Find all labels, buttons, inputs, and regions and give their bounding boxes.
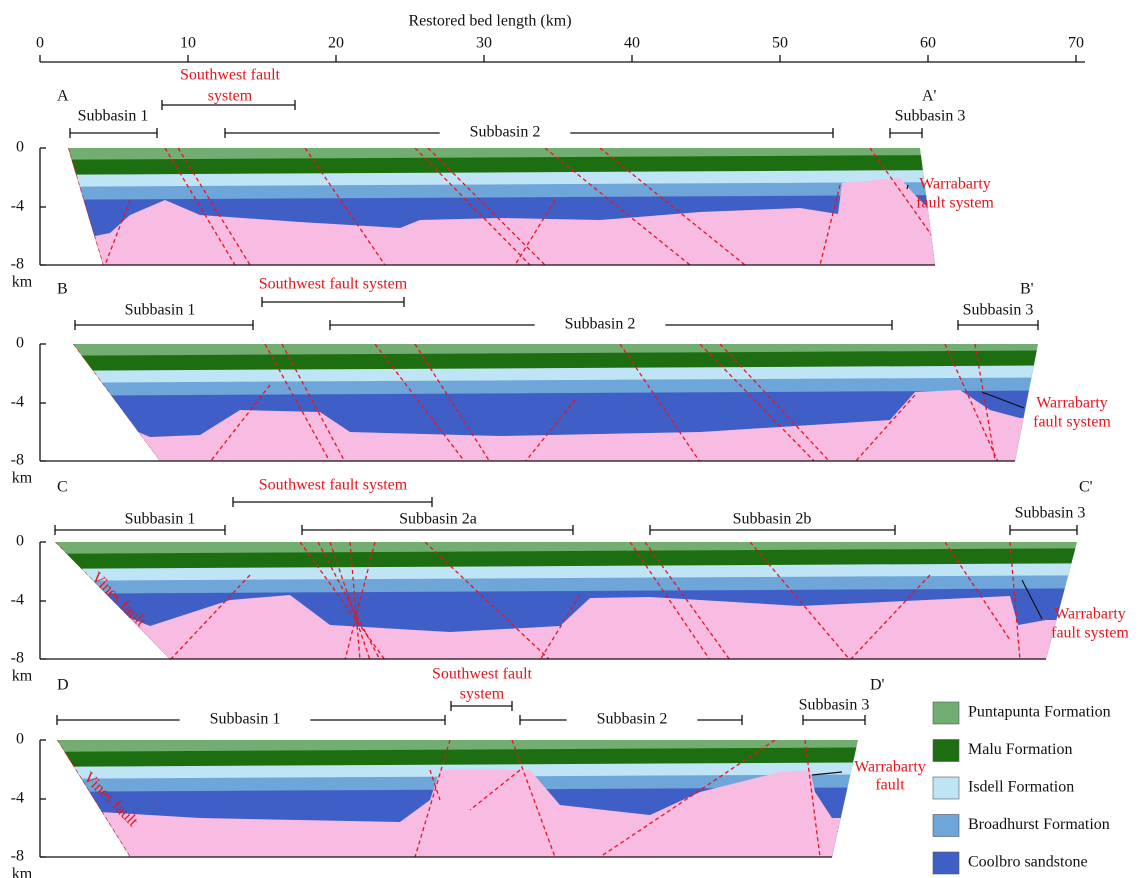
warrabarty-label: Warrabarty <box>854 759 926 776</box>
warrabarty-label: fault <box>875 777 905 794</box>
section-end: D' <box>870 677 885 694</box>
depth-unit: km <box>12 668 33 685</box>
scale-tick-label: 50 <box>772 35 788 52</box>
section-end: A' <box>922 88 937 105</box>
depth-label: -8 <box>11 256 24 273</box>
legend-label: Malu Formation <box>968 741 1072 758</box>
subbasin-label: Subbasin 1 <box>210 711 281 728</box>
legend-label: Coolbro sandstone <box>968 854 1088 871</box>
scale-tick-label: 40 <box>624 35 640 52</box>
scale-tick-label: 60 <box>920 35 936 52</box>
fault-system-label: system <box>208 88 253 105</box>
depth-label: 0 <box>16 139 24 156</box>
section-start: A <box>57 88 69 105</box>
depth-label: -4 <box>11 790 24 807</box>
legend-swatch <box>933 777 959 799</box>
subbasin-label: Subbasin 1 <box>125 511 196 528</box>
subbasin-label: Subbasin 3 <box>799 697 870 714</box>
legend-swatch <box>933 852 959 874</box>
figure: Restored bed length (km) 0 10 20 30 40 50 60 70… <box>0 0 1139 878</box>
depth-label: -4 <box>11 198 24 215</box>
depth-unit: km <box>12 470 33 487</box>
section-start: D <box>57 677 69 694</box>
section-layers <box>0 344 1139 462</box>
warrabarty-label: fault system <box>1033 414 1111 431</box>
warrabarty-label: Warrabarty <box>919 176 991 193</box>
section-end: C' <box>1079 479 1093 496</box>
warrabarty-label: Warrabarty <box>1036 395 1108 412</box>
legend-swatch <box>933 815 959 837</box>
depth-label: 0 <box>16 731 24 748</box>
section: 0 -4 -8km C C' Subbasin 1 Subbasin 2a Subbasin … <box>0 477 1139 685</box>
scale-tick-label: 20 <box>328 35 344 52</box>
subbasin-label: Subbasin 1 <box>78 108 149 125</box>
subbasin-label: Subbasin 3 <box>1015 505 1086 522</box>
fault-system-label: Southwest fault system <box>259 477 408 494</box>
warrabarty-label: Warrabarty <box>1054 606 1126 623</box>
depth-label: 0 <box>16 533 24 550</box>
legend-swatch <box>933 702 959 724</box>
subbasin-label: Subbasin 2b <box>733 511 812 528</box>
subbasin-label: Subbasin 2 <box>565 316 636 333</box>
depth-label: -8 <box>11 848 24 865</box>
depth-label: -8 <box>11 650 24 667</box>
legend-label: Isdell Formation <box>968 779 1074 796</box>
section-start: B <box>57 281 68 298</box>
depth-unit: km <box>12 866 33 878</box>
section-end: B' <box>1020 281 1034 298</box>
warrabarty-label: fault system <box>916 195 994 212</box>
depth-unit: km <box>12 274 33 291</box>
fault-system-label: Southwest fault <box>180 67 281 84</box>
subbasin-label: Subbasin 2 <box>470 124 541 141</box>
section-start: C <box>57 479 68 496</box>
subbasin-label: Subbasin 1 <box>125 302 196 319</box>
fault-system-label: Southwest fault <box>432 666 533 683</box>
legend-label: Broadhurst Formation <box>968 816 1110 833</box>
scale-tick-label: 30 <box>476 35 492 52</box>
scale-title: Restored bed length (km) <box>408 13 571 30</box>
section: 0 -4 -8km A A' Subbasin 1 Subbasin 2 Subbasin 3… <box>0 67 1139 291</box>
scale-tick-label: 70 <box>1068 35 1084 52</box>
legend-swatch <box>933 740 959 762</box>
depth-label: -4 <box>11 592 24 609</box>
subbasin-label: Subbasin 2 <box>597 711 668 728</box>
subbasin-label: Subbasin 3 <box>895 108 966 125</box>
depth-label: -4 <box>11 394 24 411</box>
section-layers <box>0 542 1139 660</box>
legend-label: Puntapunta Formation <box>968 704 1111 721</box>
depth-label: 0 <box>16 335 24 352</box>
scale-tick-label: 10 <box>180 35 196 52</box>
fault-system-label: system <box>460 686 505 703</box>
warrabarty-label: fault system <box>1051 625 1129 642</box>
subbasin-label: Subbasin 2a <box>399 511 477 528</box>
depth-label: -8 <box>11 452 24 469</box>
scale-tick-label: 0 <box>36 35 44 52</box>
fault-system-label: Southwest fault system <box>259 276 408 293</box>
subbasin-label: Subbasin 3 <box>963 302 1034 319</box>
